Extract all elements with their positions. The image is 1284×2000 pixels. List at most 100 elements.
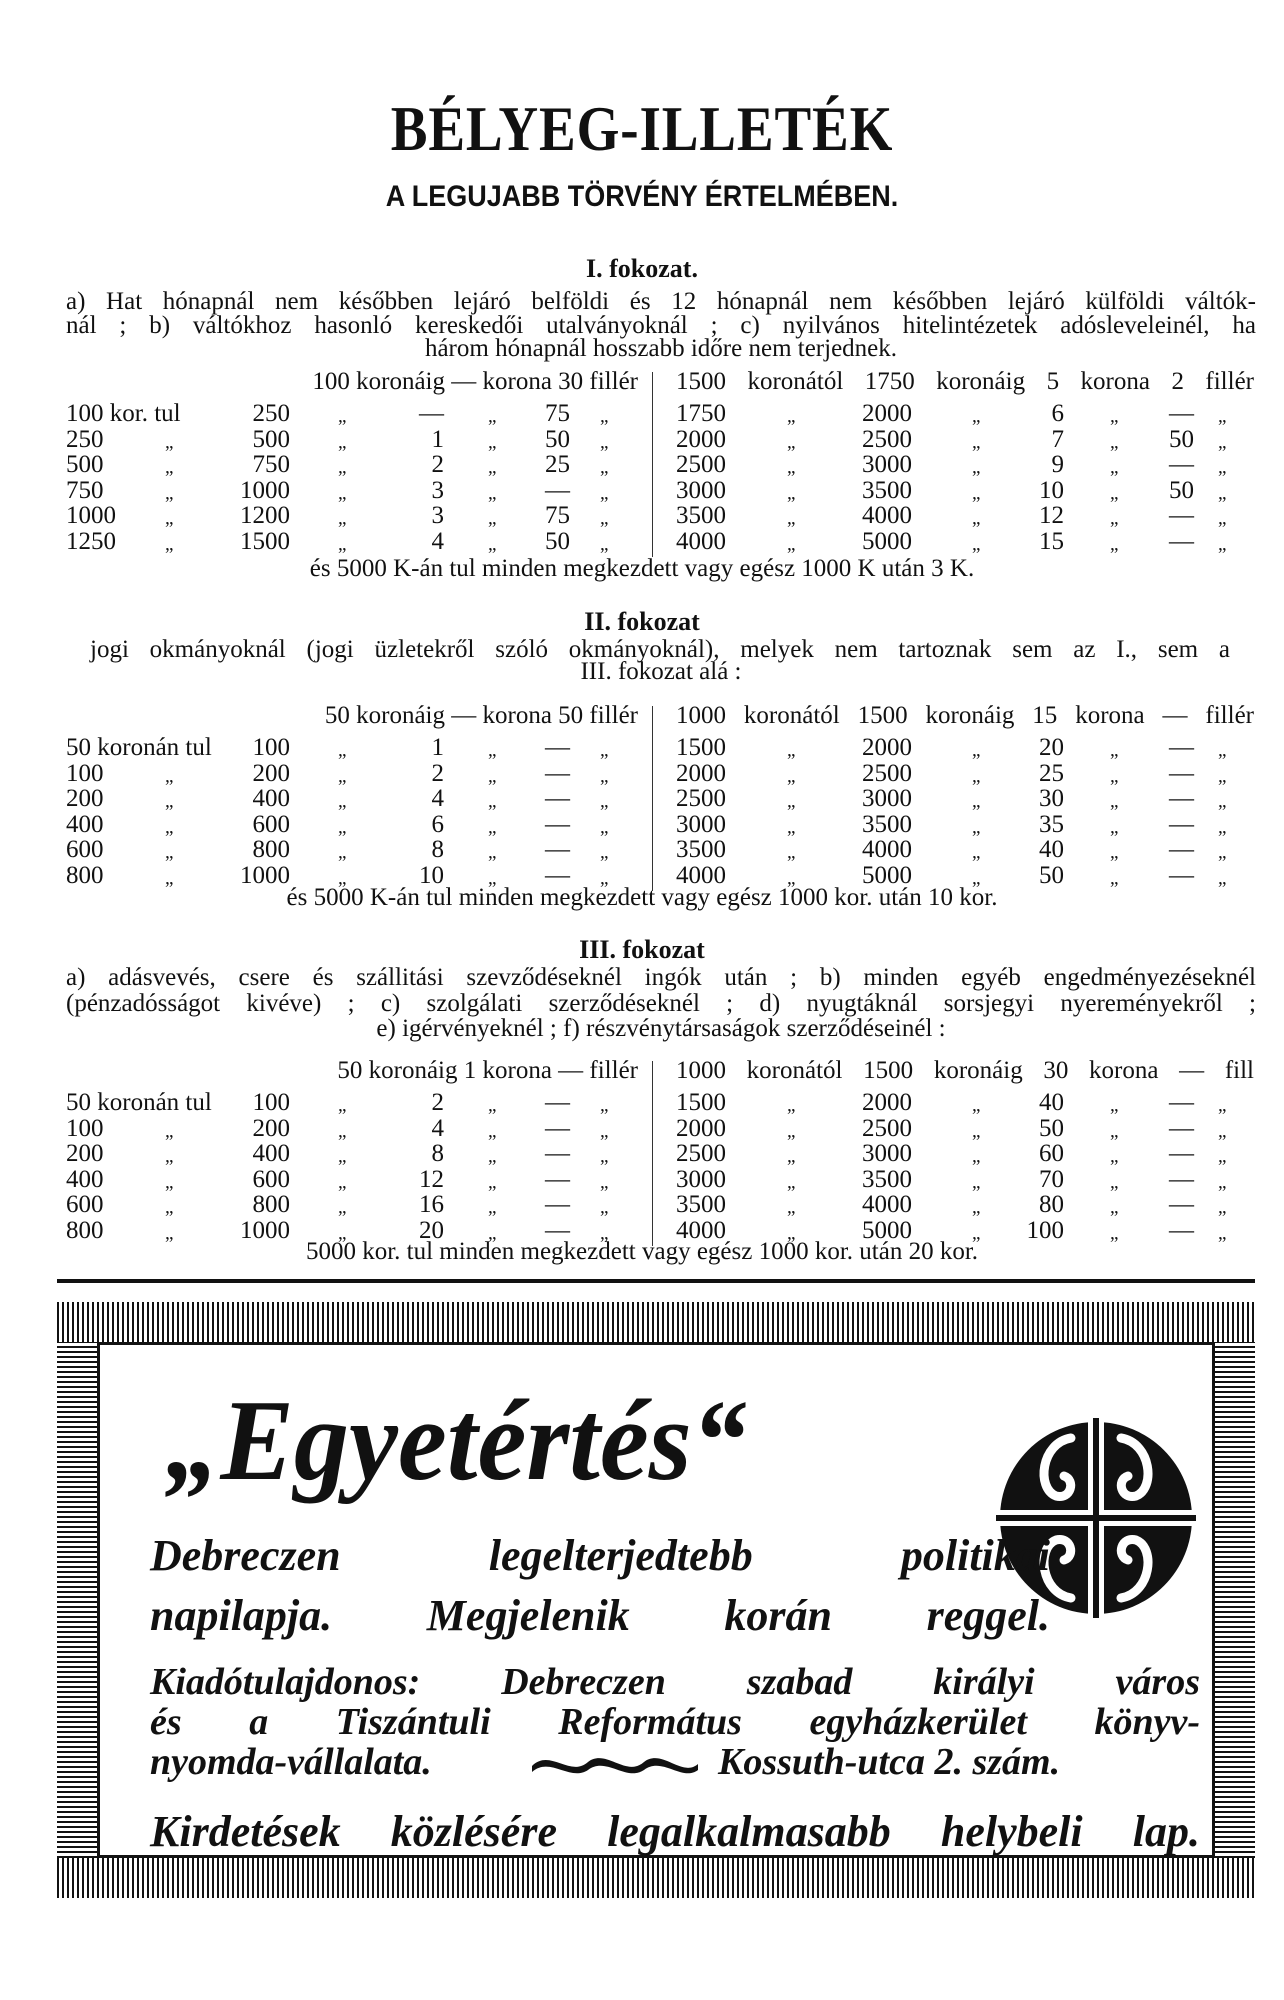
table-cell: 8 — [431, 1140, 445, 1167]
table-cell: — — [1169, 1216, 1194, 1244]
ditto-mark: „ — [787, 1146, 796, 1167]
table-cell: — — [419, 400, 444, 427]
ditto-mark: „ — [972, 1171, 981, 1193]
table-cell: 50 koronán tul — [66, 734, 212, 761]
section-3-line: e) igérvényeknél ; f) részvénytársaságok… — [376, 1015, 946, 1042]
ditto-mark: „ — [165, 791, 174, 812]
table-cell: 750 — [66, 476, 104, 504]
ditto-mark: „ — [972, 765, 981, 787]
table-cell: 2 — [431, 759, 445, 787]
table-cell: 50 — [1039, 861, 1064, 889]
table-header-right: 1500 koronától 1750 koronáig 5 korona 2 … — [676, 368, 1254, 395]
table-cell: — — [545, 1114, 570, 1142]
table-cell: 4000 — [862, 836, 912, 863]
table-cell: 5000 — [862, 1216, 912, 1244]
section-2-title: II. fokozat — [584, 607, 700, 636]
ditto-mark: „ — [787, 765, 796, 787]
ditto-mark: „ — [338, 842, 347, 863]
table-header-left: 100 koronáig — korona 30 fillér — [312, 368, 638, 395]
table-cell: 35 — [1039, 810, 1064, 838]
ditto-mark: „ — [1218, 1095, 1227, 1116]
ditto-mark: „ — [165, 431, 174, 453]
ditto-mark: „ — [488, 457, 497, 478]
table-cell: 20 — [1039, 734, 1064, 761]
table-cell: 1000 — [240, 861, 290, 889]
table-cell: 15 — [1039, 527, 1064, 555]
ditto-mark: „ — [1218, 406, 1227, 427]
ditto-mark: „ — [787, 482, 796, 504]
table-cell: — — [1169, 451, 1194, 478]
table-cell: 2000 — [862, 734, 912, 761]
ditto-mark: „ — [972, 1146, 981, 1167]
ad-line: Debreczen legelterjedtebb politikai — [150, 1531, 1050, 1580]
ditto-mark: „ — [488, 1095, 497, 1116]
ditto-mark: „ — [165, 1171, 174, 1193]
ditto-mark: „ — [338, 740, 347, 761]
ditto-mark: „ — [1218, 1197, 1227, 1218]
ditto-mark: „ — [600, 508, 609, 529]
table-cell: 50 — [1169, 476, 1194, 504]
ditto-mark: „ — [1218, 842, 1227, 863]
table-header-right: 1000 koronától 1500 koronáig 15 korona —… — [676, 702, 1254, 729]
table-cell: 20 — [419, 1216, 444, 1244]
ditto-mark: „ — [972, 508, 981, 529]
ad-line: nyomda-vállalata. — [150, 1741, 432, 1783]
ad-box — [97, 1342, 1215, 1858]
table-cell: 600 — [66, 1191, 104, 1218]
table-cell: — — [545, 1140, 570, 1167]
table-row: 50 koronán tul 100 „ 1 „ — „ 1500 „ 2000 „ 20 „ — „ — [0, 734, 1284, 761]
column-divider — [652, 372, 653, 557]
table-cell: 600 — [66, 836, 104, 863]
ditto-mark: „ — [488, 1171, 497, 1193]
ditto-mark: „ — [165, 765, 174, 787]
table-row: 200 „ 400 „ 8 „ — „ 2500 „ 3000 „ 60 „ — „ — [0, 1140, 1284, 1167]
table-cell: 2000 — [676, 759, 726, 787]
ditto-mark: „ — [1110, 1120, 1119, 1142]
table-cell: 800 — [252, 1191, 291, 1218]
column-divider — [652, 706, 653, 891]
table-cell: 16 — [419, 1191, 444, 1218]
table-cell: 50 — [545, 527, 570, 555]
section-2-line: jogi okmányoknál (jogi üzletekről szóló … — [90, 636, 1230, 663]
ditto-mark: „ — [488, 867, 497, 889]
table-row: 50 koronán tul 100 „ 2 „ — „ 1500 „ 2000 „ 40 „ — „ — [0, 1089, 1284, 1116]
ditto-mark: „ — [787, 1095, 796, 1116]
table-cell: 2500 — [862, 759, 912, 787]
table-cell: 3000 — [676, 1165, 726, 1193]
table-cell: 80 — [1039, 1191, 1064, 1218]
table-cell: 3000 — [862, 1140, 912, 1167]
ditto-mark: „ — [1218, 765, 1227, 787]
table-cell: 1000 — [240, 1216, 290, 1244]
table-cell: 100 kor. tul — [66, 400, 181, 427]
ditto-mark: „ — [787, 457, 796, 478]
table-cell: 10 — [1039, 476, 1064, 504]
table-row: 800 „ 1000 „ 20 „ — „ 4000 „ 5000 „ 100 „ — „ — [0, 1216, 1284, 1244]
ditto-mark: „ — [338, 816, 347, 838]
ditto-mark: „ — [1218, 457, 1227, 478]
ditto-mark: „ — [488, 791, 497, 812]
table-cell: — — [545, 734, 570, 761]
ditto-mark: „ — [338, 1146, 347, 1167]
wave-ornament-icon — [532, 1758, 698, 1774]
table-cell: 500 — [66, 451, 104, 478]
table-cell: 30 — [1039, 785, 1064, 812]
ditto-mark: „ — [488, 740, 497, 761]
table-cell: 10 — [419, 861, 444, 889]
table-cell: 1500 — [676, 1089, 726, 1116]
ditto-mark: „ — [1218, 1222, 1227, 1244]
ditto-mark: „ — [787, 1197, 796, 1218]
table-cell: 3500 — [862, 476, 912, 504]
ditto-mark: „ — [972, 406, 981, 427]
ditto-mark: „ — [338, 482, 347, 504]
table-cell: 4000 — [676, 1216, 726, 1244]
table-row: 100 „ 200 „ 4 „ — „ 2000 „ 2500 „ 50 „ — „ — [0, 1114, 1284, 1142]
ditto-mark: „ — [787, 1171, 796, 1193]
ditto-mark: „ — [338, 533, 347, 555]
table-cell: — — [545, 785, 570, 812]
ditto-mark: „ — [1218, 791, 1227, 812]
table-cell: 2500 — [676, 451, 726, 478]
table-cell: 4 — [431, 1114, 445, 1142]
ditto-mark: „ — [1218, 816, 1227, 838]
table-cell: 2000 — [862, 1089, 912, 1116]
table-cell: 2000 — [862, 400, 912, 427]
